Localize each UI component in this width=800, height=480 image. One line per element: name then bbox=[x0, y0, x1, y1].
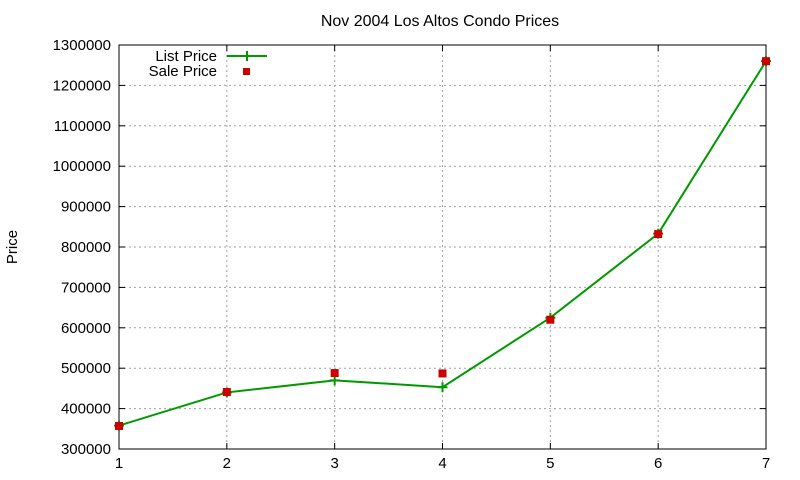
point-sale-price bbox=[654, 230, 663, 239]
x-tick-label: 4 bbox=[438, 455, 446, 472]
y-tick-label: 500000 bbox=[61, 360, 111, 377]
x-tick-label: 7 bbox=[762, 455, 770, 472]
y-tick-label: 1200000 bbox=[53, 77, 111, 94]
point-list-price bbox=[437, 382, 448, 393]
legend: List Price Sale Price bbox=[149, 48, 267, 80]
y-tick-label: 400000 bbox=[61, 401, 111, 418]
point-sale-price bbox=[762, 57, 770, 66]
x-tick-label: 3 bbox=[330, 455, 338, 472]
y-tick-label: 1100000 bbox=[54, 118, 111, 135]
y-axis-label: Price bbox=[4, 230, 21, 264]
x-tick-label: 2 bbox=[223, 455, 231, 472]
legend-label-sale-price: Sale Price bbox=[149, 63, 217, 80]
y-tick-label: 1300000 bbox=[53, 37, 111, 54]
y-tick-label: 900000 bbox=[61, 199, 111, 216]
legend-marker-list-price bbox=[242, 51, 252, 61]
y-tick-label: 800000 bbox=[61, 239, 111, 256]
point-sale-price bbox=[115, 421, 123, 430]
legend-marker-sale-price bbox=[243, 68, 250, 75]
y-tick-label: 600000 bbox=[61, 320, 111, 337]
point-sale-price bbox=[546, 315, 555, 324]
x-tick-label: 1 bbox=[115, 455, 123, 472]
legend-label-list-price: List Price bbox=[155, 48, 217, 65]
ticks: 300000 400000 500000 600000 700000 800000 9000… bbox=[53, 37, 771, 472]
point-sale-price bbox=[222, 388, 231, 397]
x-tick-label: 6 bbox=[654, 455, 662, 472]
y-tick-label: 700000 bbox=[61, 279, 111, 296]
chart-title: Nov 2004 Los Altos Condo Prices bbox=[321, 13, 559, 30]
x-tick-label: 5 bbox=[546, 455, 554, 472]
point-sale-price bbox=[438, 369, 447, 378]
y-tick-label: 1000000 bbox=[53, 158, 111, 175]
series-layer bbox=[114, 56, 771, 431]
y-tick-label: 300000 bbox=[61, 441, 111, 458]
point-sale-price bbox=[330, 369, 339, 378]
